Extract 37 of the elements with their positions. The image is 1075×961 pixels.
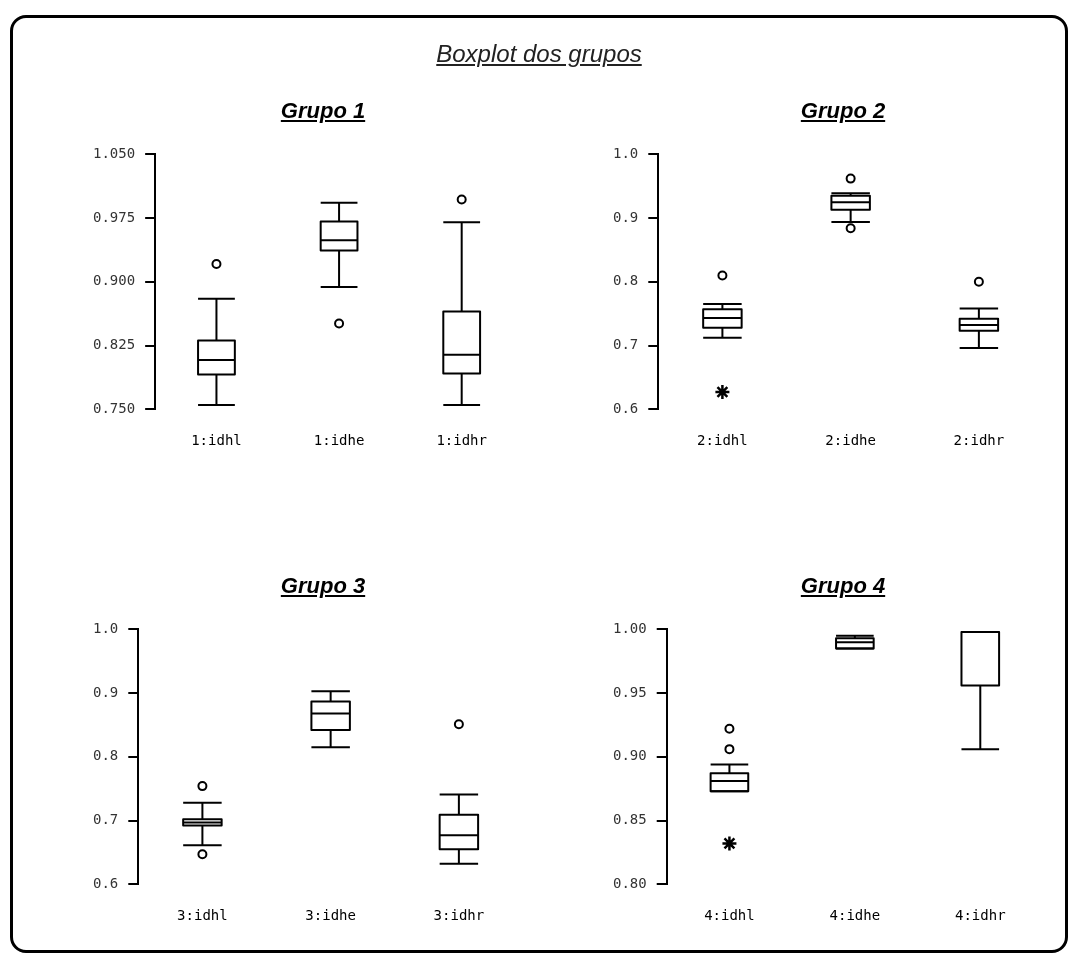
x-tick-label: 4:idhr [955, 907, 1006, 924]
y-tick-label: 0.6 [612, 399, 639, 416]
y-tick-label: 0.6 [92, 874, 119, 891]
y-tick-label: 1.0 [92, 620, 119, 637]
x-tick-label: 2:idhr [953, 432, 1005, 449]
y-tick-label: 0.7 [92, 811, 119, 828]
x-tick-label: 3:idhr [433, 907, 485, 924]
x-tick-label: 2:idhl [697, 432, 748, 449]
x-tick-label: 3:idhl [177, 907, 228, 924]
y-tick-label: 0.9 [612, 208, 639, 225]
chart-title: Grupo 3 [279, 573, 367, 599]
x-tick-label: 1:idhe [313, 432, 365, 449]
x-tick-label: 1:idhl [191, 432, 242, 449]
text: Boxplot dos grupos [435, 40, 643, 68]
x-tick-label: 4:idhe [829, 907, 881, 924]
y-tick-label: 0.975 [92, 208, 136, 225]
y-tick-label: 1.00 [613, 620, 647, 637]
y-tick-label: 0.8 [92, 747, 119, 764]
y-tick-label: 0.80 [613, 874, 647, 891]
y-tick-label: 0.8 [612, 272, 639, 289]
y-tick-label: 1.050 [92, 145, 136, 162]
y-tick-label: 1.0 [612, 145, 639, 162]
x-tick-label: 2:idhe [825, 432, 876, 449]
y-tick-label: 0.750 [92, 399, 136, 416]
x-tick-label: 3:idhe [305, 907, 356, 924]
chart-title: Grupo 4 [799, 573, 887, 599]
y-tick-label: 0.7 [612, 336, 639, 353]
y-tick-label: 0.825 [92, 336, 136, 353]
y-tick-label: 0.900 [92, 272, 136, 289]
x-tick-label: 4:idhl [704, 907, 755, 924]
chart-title: Grupo 2 [799, 98, 887, 124]
y-tick-label: 0.95 [613, 683, 647, 700]
x-tick-label: 1:idhr [436, 432, 487, 449]
chart-title: Grupo 1 [279, 98, 367, 124]
y-tick-label: 0.85 [613, 811, 647, 828]
y-tick-label: 0.90 [613, 747, 647, 764]
y-tick-label: 0.9 [92, 683, 119, 700]
